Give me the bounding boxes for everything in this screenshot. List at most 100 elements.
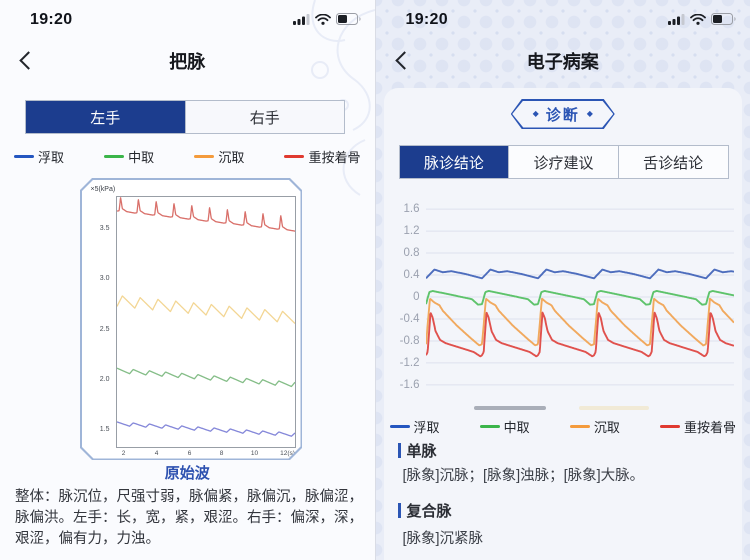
clock: 19:20	[405, 11, 448, 28]
legend-right: 浮取 中取 沉取 重按着骨	[389, 416, 737, 436]
status-bar: 19:20	[0, 0, 375, 36]
y-axis-tick-labels: 3.5 3.0 2.5 2.0 1.5	[84, 196, 114, 448]
y-tick-label: 1.6	[403, 203, 420, 215]
legend-label: 浮取	[38, 149, 65, 165]
series-重按着骨	[425, 311, 734, 358]
chart-scrollbar-track[interactable]	[578, 406, 649, 410]
legend-swatch	[479, 424, 500, 428]
section-single-pulse: 单脉	[397, 440, 437, 461]
diamond-icon: ◆	[586, 109, 593, 118]
x-tick-label: 10	[250, 449, 259, 457]
section-marker-bar	[397, 443, 401, 458]
section-compound-pulse: 复合脉	[397, 500, 452, 521]
y-tick-label: -1.2	[399, 357, 420, 369]
raw-wave-chart	[117, 197, 295, 447]
legend-swatch	[194, 154, 215, 158]
x-axis-tick-labels: 2 4 6 8 10 12(s)	[116, 450, 296, 460]
legend-label: 重按着骨	[683, 419, 736, 435]
wifi-icon	[314, 13, 331, 25]
cellular-icon	[292, 13, 309, 25]
legend-item: 中取	[479, 417, 530, 436]
series-浮取	[425, 268, 734, 280]
series-浮取	[117, 421, 295, 435]
raw-wave-chart-card: ×5(kPa) 3.5 3.0 2.5 2.0 1.5 2 4 6 8 10 12(s)	[80, 178, 302, 460]
x-tick-label: 6	[187, 449, 192, 457]
tab-tongue-conclusion[interactable]: 舌诊结论	[617, 146, 728, 178]
y-tick-label: 1.5	[99, 425, 110, 433]
tab-right-hand[interactable]: 右手	[184, 101, 345, 133]
battery-icon	[335, 13, 360, 25]
series-中取	[425, 290, 734, 306]
y-tick-label: -0.4	[399, 313, 420, 325]
legend-item: 沉取	[569, 417, 620, 436]
legend-label: 中取	[128, 149, 155, 165]
single-pulse-content: [脉象]沉脉；[脉象]浊脉；[脉象]大脉。	[402, 468, 645, 484]
status-icons	[292, 13, 362, 25]
cellular-icon	[668, 13, 685, 25]
x-tick-label: 2	[121, 449, 126, 457]
series-中取	[117, 368, 295, 386]
diagnosis-badge-label: 诊断	[545, 106, 580, 124]
legend-swatch	[284, 154, 305, 158]
legend-swatch	[14, 154, 34, 158]
legend-item: 重按着骨	[659, 417, 736, 436]
legend-swatch	[659, 424, 680, 428]
y-tick-label: 1.2	[403, 225, 420, 237]
diagnosis-badge-row: ◆ 诊断 ◆	[376, 99, 750, 129]
y-tick-label: 0	[413, 291, 420, 303]
compound-pulse-content: [脉象]沉紧脉	[402, 531, 484, 547]
legend-label: 重按着骨	[308, 149, 361, 165]
pulse-wave-chart	[425, 208, 734, 386]
y-axis-tick-labels: 1.6 1.2 0.8 0.4 0 -0.4 -0.8 -1.2 -1.6	[386, 197, 420, 397]
legend-swatch	[389, 424, 410, 428]
y-tick-label: 2.5	[99, 325, 110, 333]
legend-label: 浮取	[413, 419, 440, 435]
y-tick-label: -0.8	[399, 335, 420, 347]
legend-item: 沉取	[194, 147, 244, 166]
chart-scrollbar-thumb[interactable]	[473, 406, 546, 410]
nav-bar: 把脉	[0, 36, 375, 82]
diagnosis-badge: ◆ 诊断 ◆	[511, 99, 615, 129]
series-沉取	[425, 297, 734, 347]
x-tick-label: 12(s)	[280, 449, 295, 457]
section-marker-bar	[397, 503, 401, 518]
series-沉取	[117, 296, 295, 324]
legend-item: 重按着骨	[284, 147, 360, 166]
y-tick-label: 0.8	[403, 247, 420, 259]
chart-caption: 原始波	[164, 465, 210, 482]
legend-left: 浮取 中取 沉取 重按着骨	[14, 146, 361, 166]
tab-pulse-conclusion[interactable]: 脉诊结论	[399, 146, 509, 178]
medical-record-screen: 19:20	[375, 0, 750, 560]
x-tick-label: 8	[219, 449, 224, 457]
wifi-icon	[690, 13, 706, 25]
pulse-taking-screen: 19:20	[0, 0, 376, 560]
conclusion-tab-group: 脉诊结论 诊疗建议 舌诊结论	[398, 145, 729, 179]
y-tick-label: 3.0	[99, 274, 110, 282]
x-tick-label: 4	[154, 449, 159, 457]
page-title: 电子病案	[526, 52, 599, 72]
y-tick-label: 0.4	[403, 269, 420, 281]
legend-label: 沉取	[593, 419, 620, 435]
tab-treatment-advice[interactable]: 诊疗建议	[508, 146, 618, 178]
status-icons	[668, 13, 737, 25]
battery-icon	[711, 13, 736, 25]
hand-tab-group: 左手 右手	[25, 100, 345, 134]
plot-area	[116, 196, 296, 448]
tab-left-hand[interactable]: 左手	[26, 101, 185, 133]
chart-card-inner: ×5(kPa) 3.5 3.0 2.5 2.0 1.5 2 4 6 8 10 12(s)	[82, 180, 301, 459]
legend-swatch	[569, 424, 590, 428]
page-title: 把脉	[169, 52, 206, 72]
legend-label: 中取	[503, 419, 530, 435]
status-bar: 19:20	[376, 0, 750, 36]
diamond-icon: ◆	[532, 109, 539, 118]
legend-item: 浮取	[389, 417, 440, 436]
legend-label: 沉取	[218, 149, 245, 165]
legend-swatch	[104, 154, 125, 158]
pulse-summary-text: 整体：脉沉位，尺强寸弱，脉偏紧，脉偏沉，脉偏涩，脉偏洪。左手：长，宽，紧，艰涩。…	[15, 489, 363, 547]
y-axis-unit-label: ×5(kPa)	[90, 185, 116, 193]
nav-bar: 电子病案	[376, 36, 750, 82]
legend-item: 浮取	[14, 147, 64, 166]
clock: 19:20	[30, 11, 73, 28]
y-tick-label: -1.6	[399, 379, 420, 391]
